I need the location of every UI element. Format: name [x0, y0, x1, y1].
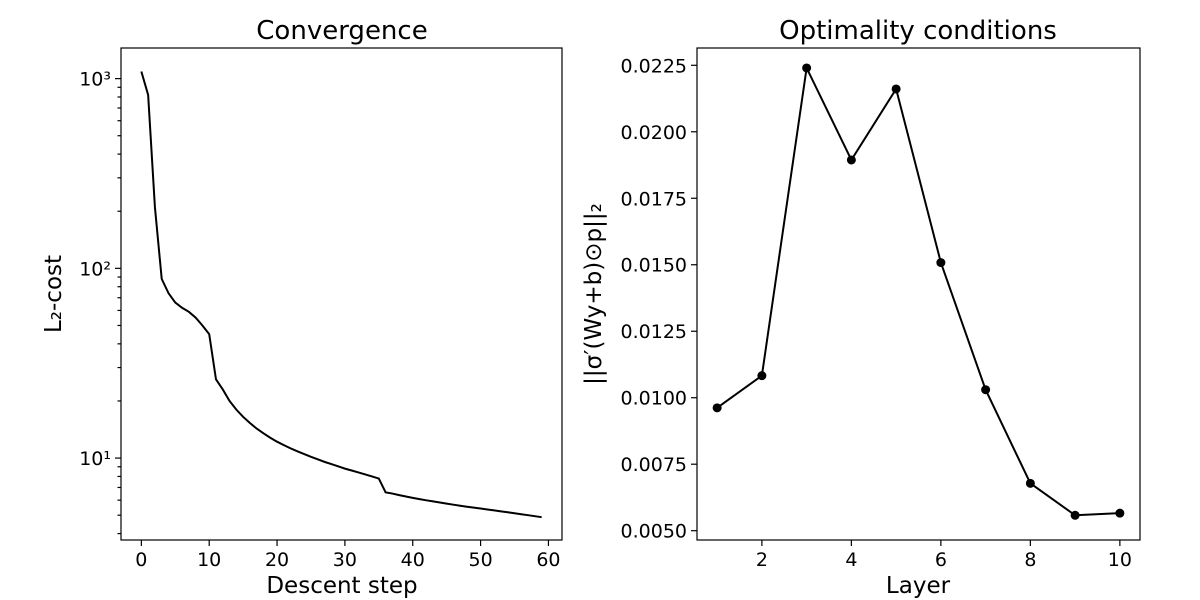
plot-frame [120, 47, 563, 541]
x-tick-label: 4 [845, 549, 857, 571]
y-axis-label: ||σ′(Wy+b)⊙p||₂ [581, 203, 607, 385]
convergence-panel: Convergence Descent step L₂-cost 0 10 20 30… [41, 16, 563, 599]
x-tick-label: 40 [401, 549, 425, 571]
data-point [1025, 478, 1035, 488]
y-tick-label: 10³ [79, 69, 111, 91]
y-tick-label: 10¹ [79, 448, 111, 470]
data-point [712, 403, 722, 413]
y-tick-label: 0.0175 [621, 188, 687, 210]
y-tick-label: 10² [79, 258, 111, 280]
x-tick-label: 30 [333, 549, 357, 571]
x-tick-label: 10 [1108, 549, 1132, 571]
y-tick-label: 0.0075 [621, 454, 687, 476]
axis-ticks: 2 4 6 8 10 0.0050 0.0075 0.0100 0.0125 0.0150 0.01… [621, 55, 1132, 571]
y-tick-label: 0.0225 [621, 55, 687, 77]
x-tick-label: 6 [935, 549, 947, 571]
x-axis-label: Layer [886, 573, 951, 599]
axis-ticks: 0 10 20 30 40 50 60 10¹ 10² 10³ [79, 69, 560, 571]
data-point [936, 258, 946, 268]
x-tick-label: 0 [135, 549, 147, 571]
y-tick-label: 0.0200 [621, 122, 687, 144]
series-layer [712, 63, 1125, 520]
x-tick-label: 2 [756, 549, 768, 571]
x-tick-label: 8 [1024, 549, 1036, 571]
y-tick-label: 0.0150 [621, 255, 687, 277]
data-point [891, 84, 901, 94]
data-point [757, 371, 767, 381]
x-tick-label: 10 [197, 549, 221, 571]
data-point [846, 155, 856, 165]
data-point [802, 63, 812, 73]
data-point [981, 385, 991, 395]
y-tick-label: 0.0050 [621, 521, 687, 543]
x-tick-label: 60 [536, 549, 560, 571]
series-line [140, 71, 542, 519]
plot-frame [696, 47, 1141, 541]
chart-title: Optimality conditions [779, 16, 1057, 46]
y-tick-label: 0.0125 [621, 321, 687, 343]
x-tick-label: 50 [468, 549, 492, 571]
y-axis-label: L₂-cost [41, 255, 67, 333]
optimality-panel: Optimality conditions Layer ||σ′(Wy+b)⊙p… [581, 16, 1141, 599]
data-point [1115, 508, 1125, 518]
x-axis-label: Descent step [266, 573, 417, 599]
x-tick-label: 20 [265, 549, 289, 571]
y-tick-label: 0.0100 [621, 388, 687, 410]
data-point [1070, 510, 1080, 520]
series-line [716, 64, 1120, 517]
series-layer [140, 71, 542, 519]
chart-title: Convergence [256, 16, 427, 46]
